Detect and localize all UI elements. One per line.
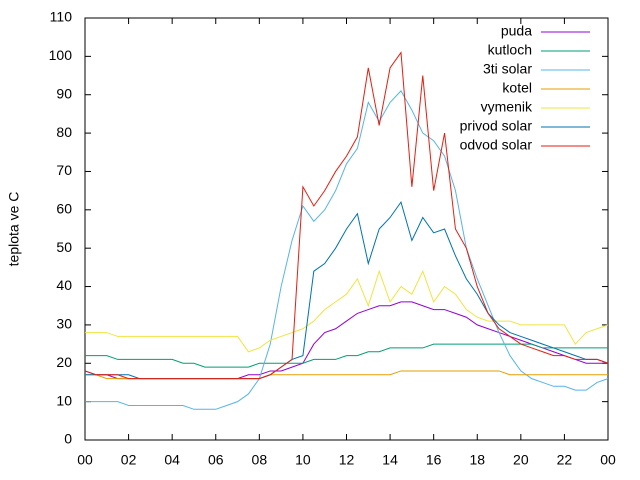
y-tick-label: 30	[56, 316, 72, 332]
legend-label: 3ti solar	[483, 61, 532, 77]
x-tick-label: 00	[77, 452, 93, 468]
y-tick-label: 50	[56, 239, 72, 255]
y-tick-label: 110	[50, 9, 73, 25]
y-tick-label: 100	[49, 47, 73, 63]
y-tick-label: 60	[56, 201, 72, 217]
x-tick-label: 20	[513, 452, 529, 468]
y-tick-label: 70	[56, 162, 72, 178]
x-tick-label: 02	[121, 452, 137, 468]
x-tick-label: 04	[164, 452, 180, 468]
y-axis-label: teplota ve C	[6, 192, 22, 267]
x-tick-label: 16	[426, 452, 442, 468]
series-line	[85, 90, 609, 410]
y-tick-label: 90	[56, 85, 72, 101]
x-tick-label: 06	[208, 452, 224, 468]
y-tick-label: 10	[56, 392, 72, 408]
x-tick-label: 10	[295, 452, 311, 468]
y-tick-label: 40	[56, 277, 72, 293]
legend-label: kutloch	[488, 42, 532, 58]
series-line	[85, 269, 609, 353]
x-tick-label: 12	[339, 452, 355, 468]
series-line	[84, 51, 609, 380]
y-tick-label: 20	[56, 354, 72, 370]
y-tick-label: 80	[56, 124, 72, 140]
legend-label: privod solar	[460, 118, 533, 134]
series-line	[85, 201, 609, 380]
legend-label: vymenik	[481, 99, 533, 115]
series-line	[84, 301, 608, 380]
x-tick-label: 14	[382, 452, 398, 468]
legend-label: kotel	[502, 80, 532, 96]
x-tick-label: 08	[252, 452, 268, 468]
x-tick-label: 22	[557, 452, 573, 468]
x-tick-label: 00	[600, 452, 616, 468]
y-tick-label: 0	[64, 431, 72, 447]
legend-label: odvod solar	[460, 137, 533, 153]
x-tick-label: 18	[469, 452, 485, 468]
legend-label: puda	[501, 23, 532, 39]
